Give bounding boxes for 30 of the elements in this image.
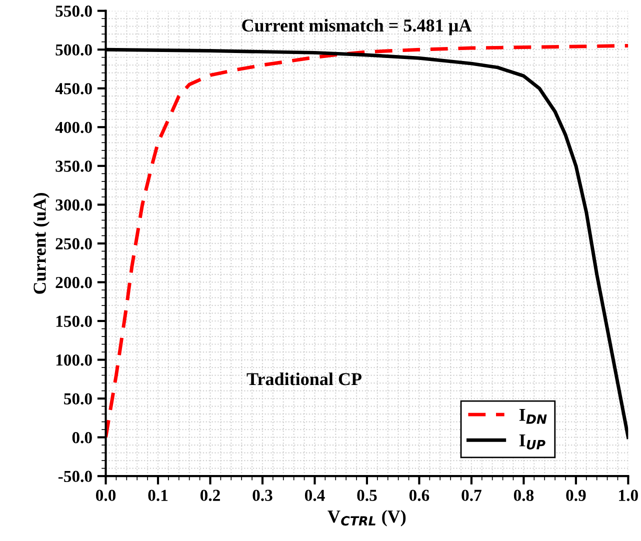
annotation: Traditional CP [246, 372, 362, 386]
y-tick-label: 350.0 [56, 160, 92, 172]
y-tick-label: 100.0 [56, 354, 92, 366]
y-tick-label: 450.0 [55, 83, 92, 94]
x-tick-label: 0.7 [462, 490, 482, 502]
y-tick-label: 0.0 [72, 432, 92, 444]
x-tick-label: 0.5 [357, 490, 377, 502]
y-tick-label: -50.0 [58, 470, 92, 482]
x-tick-label: 0.0 [96, 490, 116, 502]
x-tick-label: 0.9 [566, 490, 586, 502]
x-tick-label: 0.8 [514, 490, 534, 502]
y-tick-label: 150.0 [56, 316, 92, 328]
y-tick-label: 200.0 [56, 276, 92, 288]
x-tick-label: 0.6 [409, 490, 430, 502]
x-tick-label: 0.4 [304, 490, 325, 502]
x-tick-label: 0.3 [252, 490, 272, 502]
y-tick-label: 250.0 [56, 238, 92, 250]
y-tick-label: 500.0 [56, 44, 92, 56]
y-tick-label: 50.0 [64, 393, 92, 405]
x-axis-title: V$_{CTRL}$ (V) [328, 510, 406, 526]
y-tick-label: 550.0 [56, 6, 92, 17]
annotation: Current mismatch = 5.481 µA [242, 18, 472, 36]
legend-label: I$_{DN}$ [519, 408, 547, 424]
y-axis-title: Current (uA) [33, 193, 50, 294]
x-tick-label: 1.0 [619, 490, 638, 502]
y-tick-label: 300.0 [56, 199, 92, 211]
legend-label: I$_{UP}$ [519, 434, 546, 450]
y-tick-label: 400.0 [55, 122, 92, 134]
x-tick-label: 0.2 [200, 490, 220, 502]
x-tick-label: 0.1 [148, 490, 168, 502]
